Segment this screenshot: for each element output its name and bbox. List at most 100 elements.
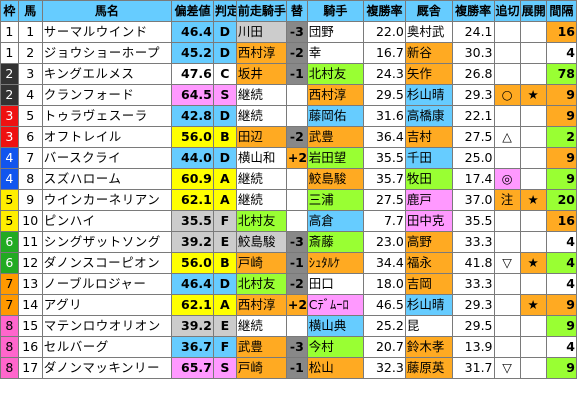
jockey-change-cell: -2: [285, 273, 308, 295]
horse-name-cell: ノーブルロジャー: [41, 273, 173, 295]
horse-name-cell: アグリ: [41, 294, 173, 316]
interval-cell: 9: [545, 105, 577, 127]
jockey-change-cell: [285, 84, 308, 106]
jockey-change-cell: -1: [285, 357, 308, 379]
horse-number-cell: 6: [17, 126, 43, 148]
header-trainer[interactable]: 厩舎: [404, 0, 453, 22]
jockey-change-cell: -2: [285, 42, 308, 64]
horse-row[interactable]: 8 17 ダノンマッキンリー 65.7 S 戸崎 -1 松山 32.3 藤原英 31.7 ▽ 9: [0, 357, 577, 379]
jockey-change-cell: -3: [285, 231, 308, 253]
horse-row[interactable]: 2 4 クランフォード 64.5 S 継続 西村淳 29.5 杉山晴 29.3 ○ ★ 9: [0, 84, 577, 106]
horse-number-cell: 16: [17, 336, 43, 358]
interval-cell: 4: [545, 231, 577, 253]
workout-mark-cell: [493, 231, 521, 253]
interval-cell: 9: [545, 315, 577, 337]
pace-mark-cell: [519, 357, 547, 379]
waku-cell: 7: [0, 294, 19, 316]
header-trainer-place-rate[interactable]: 複勝率: [451, 0, 495, 22]
header-jockey[interactable]: 騎手: [306, 0, 365, 22]
jockey-change-cell: -3: [285, 336, 308, 358]
interval-cell: 9: [545, 357, 577, 379]
interval-cell: 16: [545, 210, 577, 232]
trainer-place-rate-cell: 24.1: [451, 21, 495, 43]
horse-number-cell: 14: [17, 294, 43, 316]
judgement-cell: B: [212, 252, 237, 274]
judgement-cell: B: [212, 126, 237, 148]
jockey-cell: 今村: [306, 336, 365, 358]
jockey-place-rate-cell: 23.0: [363, 231, 406, 253]
trainer-cell: 福永: [404, 252, 453, 274]
previous-jockey-cell: 継続: [235, 84, 287, 106]
horse-row[interactable]: 3 5 トゥラヴェスーラ 42.8 D 継続 藤岡佑 31.6 高橋康 22.1 9: [0, 105, 577, 127]
jockey-cell: 北村友: [306, 63, 365, 85]
trainer-cell: 鈴木孝: [404, 336, 453, 358]
horse-name-cell: サーマルウインド: [41, 21, 173, 43]
judgement-cell: F: [212, 336, 237, 358]
header-workout[interactable]: 追切: [493, 0, 521, 22]
header-horse-number[interactable]: 馬: [17, 0, 43, 22]
judgement-cell: S: [212, 84, 237, 106]
deviation-cell: 36.7: [171, 336, 214, 358]
previous-jockey-cell: 戸崎: [235, 357, 287, 379]
horse-number-cell: 17: [17, 357, 43, 379]
workout-mark-cell: [493, 315, 521, 337]
pace-mark-cell: [519, 42, 547, 64]
workout-mark-cell: [493, 210, 521, 232]
horse-row[interactable]: 3 6 オフトレイル 56.0 B 田辺 -2 武豊 36.4 吉村 27.5 △ 2: [0, 126, 577, 148]
trainer-place-rate-cell: 30.3: [451, 42, 495, 64]
jockey-cell: 三浦: [306, 189, 365, 211]
horse-number-cell: 11: [17, 231, 43, 253]
jockey-change-cell: -1: [285, 252, 308, 274]
waku-cell: 6: [0, 252, 19, 274]
header-waku[interactable]: 枠: [0, 0, 19, 22]
horse-number-cell: 3: [17, 63, 43, 85]
jockey-change-cell: [285, 210, 308, 232]
horse-row[interactable]: 4 7 バースクライ 44.0 D 横山和 +2 岩田望 35.5 千田 25.0 9: [0, 147, 577, 169]
horse-row[interactable]: 2 3 キングエルメス 47.6 C 坂井 -1 北村友 24.3 矢作 26.8 78: [0, 63, 577, 85]
judgement-cell: D: [212, 273, 237, 295]
horse-row[interactable]: 6 12 ダノンスコーピオン 56.0 B 戸崎 -1 ｼｭﾀﾙｹ 34.4 福永 41.8 ▽ ★ 4: [0, 252, 577, 274]
previous-jockey-cell: 川田: [235, 21, 287, 43]
header-deviation[interactable]: 偏差値: [171, 0, 214, 22]
horse-row[interactable]: 5 9 ウインカーネリアン 62.1 A 継続 三浦 27.5 鹿戸 37.0 注 ★ 20: [0, 189, 577, 211]
jockey-cell: 横山典: [306, 315, 365, 337]
workout-mark-cell: [493, 147, 521, 169]
horse-row[interactable]: 1 1 サーマルウインド 46.4 D 川田 -3 団野 22.0 奥村武 24.1 16: [0, 21, 577, 43]
horse-row[interactable]: 5 10 ピンハイ 35.5 F 北村友 高倉 7.7 田中克 35.5 16: [0, 210, 577, 232]
jockey-change-cell: -1: [285, 63, 308, 85]
horse-row[interactable]: 8 15 マテンロウオリオン 39.2 E 継続 横山典 25.2 昆 29.5 9: [0, 315, 577, 337]
horse-row[interactable]: 1 2 ジョウショーホープ 45.2 D 西村淳 -2 幸 16.7 新谷 30.3 4: [0, 42, 577, 64]
waku-cell: 7: [0, 273, 19, 295]
pace-mark-cell: [519, 273, 547, 295]
pace-mark-cell: [519, 126, 547, 148]
previous-jockey-cell: 鮫島駿: [235, 231, 287, 253]
waku-cell: 3: [0, 105, 19, 127]
waku-cell: 5: [0, 210, 19, 232]
interval-cell: 16: [545, 21, 577, 43]
header-horse-name[interactable]: 馬名: [41, 0, 173, 22]
pace-mark-cell: ★: [519, 189, 547, 211]
horse-number-cell: 13: [17, 273, 43, 295]
horse-name-cell: マテンロウオリオン: [41, 315, 173, 337]
header-change[interactable]: 替: [285, 0, 308, 22]
horse-row[interactable]: 7 13 ノーブルロジャー 46.4 D 北村友 -2 田口 18.0 吉岡 33.3 4: [0, 273, 577, 295]
pace-mark-cell: [519, 336, 547, 358]
horse-row[interactable]: 8 16 セルバーグ 36.7 F 武豊 -3 今村 20.7 鈴木孝 13.9 4: [0, 336, 577, 358]
jockey-cell: 高倉: [306, 210, 365, 232]
interval-cell: 78: [545, 63, 577, 85]
header-judgement[interactable]: 判定: [212, 0, 237, 22]
previous-jockey-cell: 継続: [235, 105, 287, 127]
horse-row[interactable]: 7 14 アグリ 62.1 A 西村淳 +2 Cﾃﾞﾑｰﾛ 46.5 杉山晴 29.3 ★ 9: [0, 294, 577, 316]
deviation-cell: 47.6: [171, 63, 214, 85]
pace-mark-cell: [519, 168, 547, 190]
horse-row[interactable]: 6 11 シングザットソング 39.2 E 鮫島駿 -3 斎藤 23.0 高野 33.3 4: [0, 231, 577, 253]
pace-mark-cell: ★: [519, 252, 547, 274]
header-jockey-place-rate[interactable]: 複勝率: [363, 0, 406, 22]
workout-mark-cell: 注: [493, 189, 521, 211]
workout-mark-cell: ◎: [493, 168, 521, 190]
trainer-cell: 吉岡: [404, 273, 453, 295]
header-pace[interactable]: 展開: [519, 0, 547, 22]
header-previous-jockey[interactable]: 前走騎手: [235, 0, 287, 22]
header-interval[interactable]: 間隔: [545, 0, 577, 22]
horse-row[interactable]: 4 8 スズハローム 60.9 A 継続 鮫島駿 35.7 牧田 17.4 ◎ 9: [0, 168, 577, 190]
